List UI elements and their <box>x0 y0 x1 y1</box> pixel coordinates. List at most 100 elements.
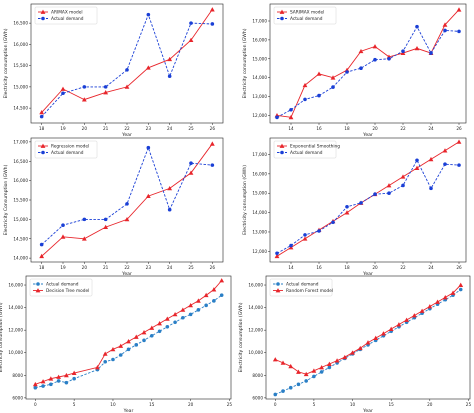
data-point-actual <box>317 229 321 233</box>
data-point-model <box>141 330 147 335</box>
y-tick-label: 14,500 <box>13 236 28 241</box>
data-point-actual <box>429 51 433 55</box>
data-point-model <box>195 298 201 303</box>
data-point-actual <box>373 192 377 196</box>
data-point-model <box>56 374 62 379</box>
data-point-model <box>48 376 54 381</box>
data-point-actual <box>204 303 208 308</box>
y-tick-label: 14,000 <box>248 305 263 310</box>
data-point-model <box>442 148 448 153</box>
data-point-model <box>157 320 162 326</box>
x-tick-label: 23 <box>146 265 152 270</box>
data-point-actual <box>415 158 419 163</box>
y-axis-label: Electricity consumption (GWh) <box>0 302 4 372</box>
data-point-actual <box>359 66 363 71</box>
data-point-model <box>456 139 462 144</box>
legend-swatch-marker <box>279 143 285 148</box>
chart-panel-3: 18 19 20 21 22 23 24 25 26 14,000 14,500 15,000 15,5… <box>3 137 224 277</box>
data-point-model <box>427 304 433 309</box>
data-point-actual <box>275 251 279 256</box>
y-tick-label: 12,000 <box>248 328 263 333</box>
y-axis-label: Electricity Consumption (GWh) <box>3 164 9 235</box>
y-axis-label: Electricity consumption (GWh) <box>242 165 248 235</box>
y-tick-label: 12,000 <box>252 249 267 254</box>
data-point-model <box>326 361 332 366</box>
data-point-model <box>344 210 350 215</box>
data-point-actual <box>373 57 377 62</box>
data-point-actual <box>61 223 65 227</box>
legend-label: Actual demand <box>286 282 319 288</box>
x-tick-label: 21 <box>103 265 109 270</box>
x-tick-label: 18 <box>39 265 45 270</box>
y-tick-label: 15,000 <box>252 56 267 61</box>
legend-box <box>34 140 98 159</box>
data-point-actual <box>181 315 185 320</box>
plot-frame <box>269 137 467 263</box>
data-point-model <box>316 71 322 76</box>
legend-box <box>29 278 93 297</box>
data-point-model <box>124 216 130 222</box>
x-tick-label: 20 <box>82 126 88 131</box>
x-tick-label: 18 <box>344 265 350 270</box>
data-point-actual <box>72 376 76 381</box>
legend-label: Actual demand <box>46 282 79 288</box>
y-tick-label: 15,000 <box>252 191 267 196</box>
x-tick-label: 26 <box>456 265 462 270</box>
x-tick-label: 24 <box>428 265 434 270</box>
legend-label: Actual demand <box>51 16 84 22</box>
data-point-model <box>167 56 173 62</box>
data-point-model <box>149 325 155 330</box>
data-point-model <box>209 141 215 146</box>
data-point-actual <box>125 202 129 206</box>
legend-label: Actual demand <box>51 150 84 156</box>
data-point-actual <box>296 382 301 387</box>
data-point-actual <box>303 233 307 237</box>
y-tick-label: 14,500 <box>13 106 28 111</box>
data-point-model <box>334 358 340 363</box>
legend-swatch-marker <box>40 143 46 148</box>
y-tick-label: 13,000 <box>252 94 267 99</box>
data-point-actual <box>210 163 215 167</box>
x-tick-label: 24 <box>167 126 173 131</box>
legend-swatch-marker <box>276 282 280 286</box>
x-tick-label: 0 <box>34 402 37 407</box>
x-tick-label: 25 <box>188 265 194 270</box>
x-tick-label: 26 <box>210 126 216 131</box>
series-line-actual <box>41 146 213 245</box>
data-point-actual <box>167 207 172 212</box>
x-axis-label: Year <box>362 271 373 277</box>
x-tick-label: 20 <box>82 265 88 270</box>
data-point-model <box>302 236 308 241</box>
x-tick-label: 25 <box>188 126 194 131</box>
x-tick-label: 21 <box>103 126 109 131</box>
x-tick-label: 0 <box>274 402 277 407</box>
data-point-actual <box>345 70 349 74</box>
x-tick-label: 22 <box>124 265 130 270</box>
data-point-actual <box>401 183 405 188</box>
data-point-actual <box>64 380 69 385</box>
y-tick-label: 16,000 <box>13 42 28 47</box>
x-tick-label: 16 <box>316 265 322 270</box>
legend-label: Exponential Smoothing <box>290 144 340 150</box>
x-tick-label: 22 <box>124 126 130 131</box>
x-tick-label: 25 <box>227 402 233 407</box>
legend-label: Regression model <box>51 144 89 150</box>
data-point-actual <box>103 217 108 222</box>
x-tick-label: 19 <box>60 265 66 270</box>
y-tick-label: 16,000 <box>13 178 28 183</box>
data-point-actual <box>303 97 307 102</box>
legend-swatch-marker <box>36 282 40 286</box>
series-line-actual <box>276 159 460 254</box>
y-tick-label: 16,500 <box>13 159 28 164</box>
data-point-actual <box>415 24 419 29</box>
x-axis-label: Year <box>123 408 134 413</box>
data-point-model <box>350 350 355 355</box>
data-point-actual <box>167 74 172 79</box>
y-tick-label: 14,000 <box>8 305 23 310</box>
legend-swatch-marker <box>279 9 285 14</box>
data-point-actual <box>188 312 193 317</box>
plot-frame <box>269 3 467 124</box>
data-point-actual <box>387 191 391 196</box>
data-point-model <box>63 372 69 378</box>
data-point-actual <box>33 385 38 390</box>
